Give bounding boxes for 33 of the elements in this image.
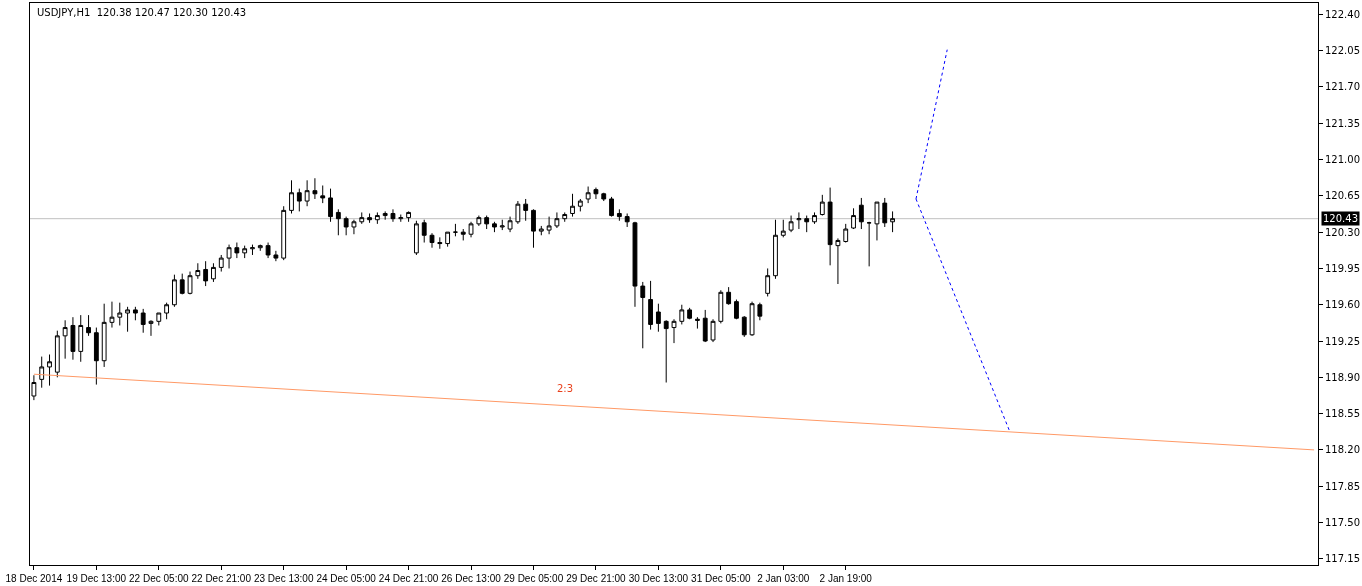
- y-tick-label: 119.60: [1325, 299, 1360, 311]
- ref-line-label: 120.43: [1323, 213, 1358, 224]
- y-tick-label: 119.95: [1325, 262, 1360, 274]
- x-tick-label: 19 Dec 13:00: [66, 573, 127, 584]
- x-tick-label: 18 Dec 2014: [5, 573, 63, 584]
- y-tick-label: 117.85: [1325, 480, 1360, 492]
- x-tick-label: 31 Dec 05:00: [691, 573, 752, 584]
- y-tick-label: 121.35: [1325, 117, 1360, 129]
- y-tick-label: 118.90: [1325, 371, 1360, 383]
- y-tick-label: 121.00: [1325, 154, 1360, 166]
- x-tick-label: 2 Jan 03:00: [757, 573, 810, 584]
- y-tick-label: 122.05: [1325, 45, 1360, 57]
- x-tick-label: 22 Dec 21:00: [191, 573, 252, 584]
- y-tick-label: 122.40: [1325, 8, 1360, 20]
- y-tick-label: 118.55: [1325, 408, 1360, 420]
- y-tick-label: 120.30: [1325, 226, 1360, 238]
- annotation: 2:3: [557, 383, 574, 394]
- y-tick-label: 119.25: [1325, 335, 1360, 347]
- chart-title: USDJPY,H1 120.38 120.47 120.30 120.43: [37, 7, 247, 18]
- y-tick-label: 117.50: [1325, 516, 1360, 528]
- x-tick-label: 2 Jan 19:00: [819, 573, 873, 584]
- y-tick-label: 117.15: [1325, 553, 1360, 565]
- x-tick-label: 24 Dec 21:00: [378, 573, 439, 584]
- x-tick-label: 29 Dec 05:00: [503, 573, 564, 584]
- x-tick-label: 23 Dec 13:00: [253, 573, 314, 584]
- x-tick-label: 26 Dec 13:00: [441, 573, 502, 584]
- y-tick-label: 120.65: [1325, 190, 1360, 202]
- x-tick-label: 30 Dec 13:00: [628, 573, 689, 584]
- x-tick-label: 29 Dec 21:00: [566, 573, 627, 584]
- x-tick-label: 24 Dec 05:00: [316, 573, 377, 584]
- y-tick-label: 121.70: [1325, 81, 1360, 93]
- y-tick-label: 118.20: [1325, 444, 1360, 456]
- x-tick-label: 22 Dec 05:00: [129, 573, 189, 584]
